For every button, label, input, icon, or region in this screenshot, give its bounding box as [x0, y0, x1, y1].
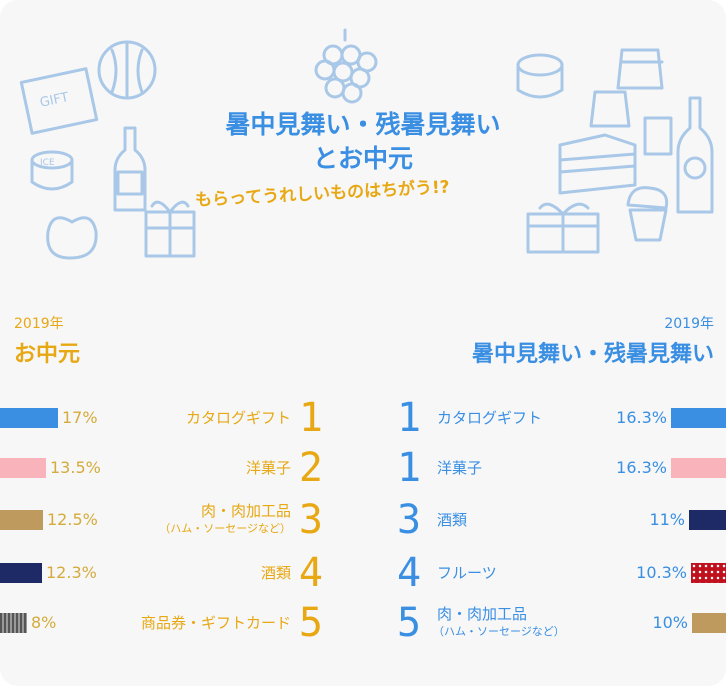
- cupcake-icon: [626, 186, 669, 242]
- ranking-row: 12.5% 肉・肉加工品 （ハム・ソーセージなど） 3: [0, 500, 363, 540]
- value-label: 13.5%: [50, 458, 101, 477]
- ranking-row: 10.3% フルーツ 4: [363, 553, 726, 593]
- bar: [0, 510, 43, 530]
- bar: [691, 563, 726, 583]
- grapes-icon: [314, 28, 378, 104]
- peach-icon: [46, 216, 98, 260]
- rank-number: 5: [298, 600, 323, 646]
- rank-number: 5: [397, 600, 422, 646]
- category-label: 商品券・ギフトカード: [140, 614, 291, 632]
- category-label: カタログギフト: [185, 409, 291, 427]
- value-label: 17%: [62, 408, 98, 427]
- ice-cup-icon: ICE: [30, 150, 74, 191]
- value-label: 16.3%: [616, 408, 667, 427]
- ranking-row: 11% 酒類 3: [363, 500, 726, 540]
- jelly-icon: [589, 90, 631, 128]
- rank-number: 4: [298, 550, 323, 596]
- bar: [0, 458, 46, 478]
- ranking-row: 12.3% 酒類 4: [0, 553, 363, 593]
- rank-number: 3: [298, 497, 323, 543]
- category-label: 酒類: [437, 511, 468, 529]
- rank-number: 1: [397, 445, 422, 491]
- pudding-icon: [616, 48, 664, 90]
- left-year: 2019年: [14, 316, 64, 332]
- category-note: （ハム・ソーセージなど）: [433, 625, 565, 638]
- ranking-row: 13.5% 洋菓子 2: [0, 448, 363, 488]
- cake-icon: [558, 133, 637, 195]
- value-label: 10.3%: [636, 563, 687, 582]
- bottle-icon: [113, 126, 147, 212]
- ranking-row: 8% 商品券・ギフトカード 5: [0, 603, 363, 643]
- title-line-2: とお中元: [312, 144, 413, 173]
- jelly-small-icon: [643, 116, 673, 156]
- ice-text: ICE: [40, 158, 55, 168]
- gift-box-right-icon: [526, 202, 600, 254]
- rank-number: 3: [397, 497, 422, 543]
- value-label: 12.3%: [46, 563, 97, 582]
- ranking-row: 16.3% 洋菓子 1: [363, 448, 726, 488]
- ranking-row: 17% カタログギフト 1: [0, 398, 363, 438]
- rank-number: 1: [397, 395, 422, 441]
- value-label: 16.3%: [616, 458, 667, 477]
- bar: [671, 408, 726, 428]
- gift-illustrations: GIFT ICE: [19, 28, 714, 260]
- rank-number: 1: [298, 395, 323, 441]
- value-label: 11%: [649, 510, 685, 529]
- category-label: 肉・肉加工品: [200, 502, 291, 520]
- melon-icon: [97, 40, 157, 100]
- bar: [671, 458, 726, 478]
- rank-number: 2: [298, 445, 323, 491]
- category-label: カタログギフト: [437, 409, 543, 427]
- title-line-1: 暑中見舞い・残暑見舞い: [225, 110, 501, 139]
- right-year: 2019年: [664, 316, 714, 332]
- category-label: 酒類: [260, 564, 291, 582]
- wine-bottle-icon: [676, 96, 714, 214]
- bar: [689, 510, 726, 530]
- category-label: フルーツ: [437, 564, 497, 582]
- right-heading: 暑中見舞い・残暑見舞い: [471, 342, 714, 367]
- category-label: 肉・肉加工品: [437, 605, 528, 623]
- category-note: （ハム・ソーセージなど）: [159, 522, 291, 535]
- value-label: 10%: [652, 613, 688, 632]
- gift-box-icon: [144, 200, 196, 258]
- value-label: 12.5%: [47, 510, 98, 529]
- bar: [692, 613, 726, 633]
- ranking-row: 16.3% カタログギフト 1: [363, 398, 726, 438]
- bar: [0, 408, 58, 428]
- gift-card-text: GIFT: [39, 90, 71, 111]
- bar: [0, 563, 42, 583]
- gift-card-icon: GIFT: [19, 67, 99, 135]
- category-label: 洋菓子: [437, 459, 483, 477]
- cup-dessert-icon: [516, 53, 564, 99]
- rank-number: 4: [397, 550, 422, 596]
- bar: [0, 613, 27, 633]
- left-heading: お中元: [14, 342, 81, 367]
- ranking-row: 10% 肉・肉加工品 （ハム・ソーセージなど） 5: [363, 603, 726, 643]
- category-label: 洋菓子: [245, 459, 291, 477]
- value-label: 8%: [31, 613, 57, 632]
